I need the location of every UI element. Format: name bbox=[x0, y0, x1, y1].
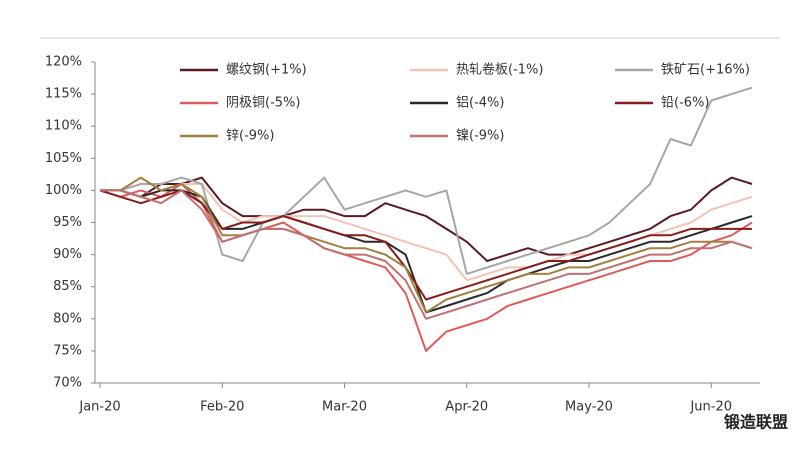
y-tick-label: 105% bbox=[45, 151, 82, 166]
y-tick-label: 110% bbox=[45, 119, 82, 134]
series-line bbox=[100, 176, 753, 314]
y-tick-label: 70% bbox=[53, 376, 82, 391]
x-tick-label: Jan-20 bbox=[78, 400, 120, 415]
y-tick-label: 100% bbox=[45, 183, 82, 198]
y-tick-label: 90% bbox=[53, 247, 82, 262]
legend-label: 阴极铜(-5%) bbox=[226, 96, 300, 111]
x-tick-label: Jun-20 bbox=[689, 400, 732, 415]
series-line bbox=[100, 189, 753, 314]
y-tick-label: 80% bbox=[53, 311, 82, 326]
x-tick-label: Mar-20 bbox=[322, 400, 367, 415]
legend-label: 铝(-4%) bbox=[456, 96, 504, 111]
x-tick-label: May-20 bbox=[565, 400, 613, 415]
legend-label: 锌(-9%) bbox=[226, 129, 274, 144]
series-line bbox=[99, 183, 753, 352]
series-line bbox=[100, 189, 753, 320]
y-tick-label: 75% bbox=[53, 343, 82, 358]
legend-label: 铅(-6%) bbox=[661, 96, 709, 111]
x-tick-label: Apr-20 bbox=[445, 400, 488, 415]
y-tick-label: 95% bbox=[53, 215, 82, 230]
y-tick-label: 120% bbox=[45, 55, 82, 70]
x-tick-label: Feb-20 bbox=[200, 400, 244, 415]
legend-label: 铁矿石(+16%) bbox=[661, 63, 750, 78]
legend-label: 镍(-9%) bbox=[456, 129, 504, 144]
series-line bbox=[100, 176, 753, 262]
legend-label: 螺纹钢(+1%) bbox=[226, 63, 307, 78]
legend-label: 热轧卷板(-1%) bbox=[456, 62, 543, 78]
watermark: 锻造联盟 bbox=[724, 413, 788, 432]
y-tick-label: 115% bbox=[45, 87, 82, 102]
series-line bbox=[100, 86, 753, 275]
y-tick-label: 85% bbox=[53, 279, 82, 294]
